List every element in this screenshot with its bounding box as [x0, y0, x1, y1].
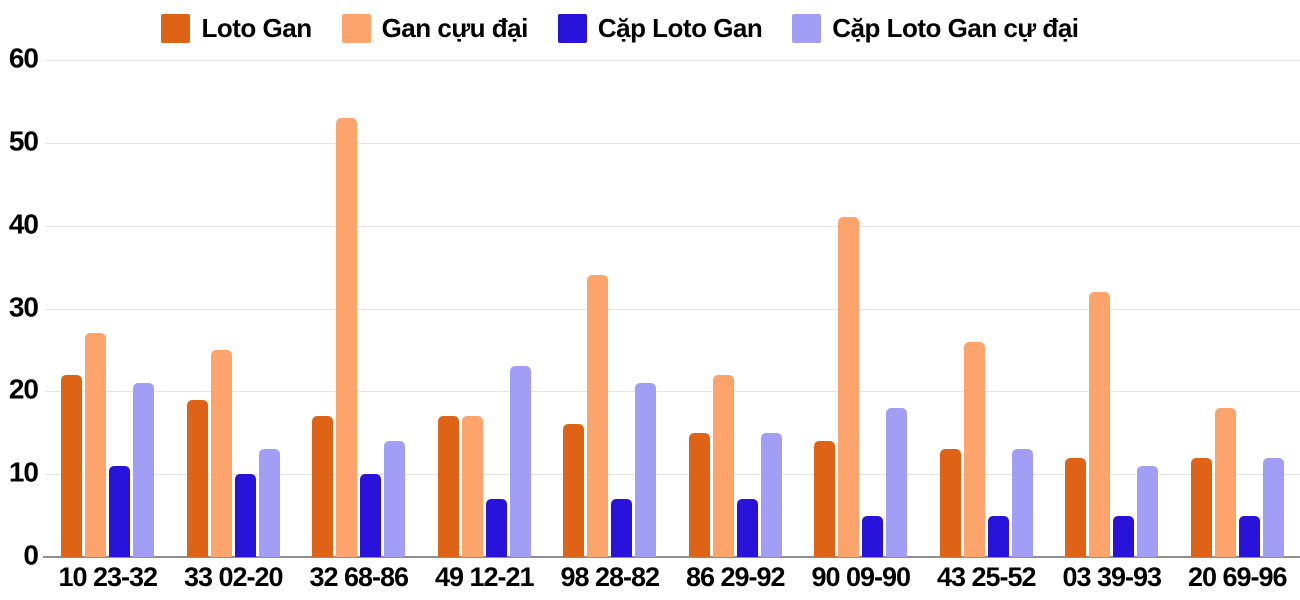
- legend-item-2[interactable]: Cặp Loto Gan: [557, 12, 763, 44]
- bar-series-3-cat-6: [886, 407, 908, 557]
- bar-series-1-cat-9: [1214, 407, 1236, 557]
- bar-series-1-cat-0: [85, 333, 107, 557]
- y-tick-label: 60: [8, 42, 39, 74]
- bar-series-3-cat-0: [133, 383, 155, 557]
- x-tick-label: 32 68-86: [309, 562, 409, 592]
- bar-series-2-cat-3: [485, 499, 507, 557]
- legend-label: Cặp Loto Gan: [597, 12, 763, 43]
- bar-series-2-cat-7: [987, 515, 1009, 557]
- legend-item-3[interactable]: Cặp Loto Gan cự đại: [792, 12, 1079, 44]
- x-tick-label: 33 02-20: [183, 562, 284, 592]
- bar-series-1-cat-6: [838, 217, 860, 557]
- x-tick-label: 10 23-32: [58, 562, 158, 592]
- bar-series-3-cat-2: [384, 441, 406, 557]
- bar-series-1-cat-4: [587, 275, 609, 557]
- bar-series-2-cat-0: [109, 465, 131, 557]
- gridline: [45, 142, 1300, 144]
- y-tick-label: 20: [8, 374, 39, 406]
- bar-series-3-cat-5: [760, 432, 782, 557]
- bar-series-0-cat-1: [186, 399, 208, 557]
- x-tick-label: 86 29-92: [685, 562, 786, 592]
- chart-legend: Loto Gan Gan cựu đại Cặp Loto Gan Cặp Loto …: [0, 9, 1240, 47]
- bar-series-3-cat-3: [509, 366, 531, 557]
- bar-series-1-cat-5: [712, 374, 734, 557]
- legend-label: Gan cựu đại: [381, 12, 529, 43]
- bar-series-3-cat-8: [1137, 465, 1159, 557]
- legend-swatch-icon: [792, 13, 822, 43]
- gridline: [45, 391, 1300, 393]
- bar-series-3-cat-4: [635, 383, 657, 557]
- bar-series-1-cat-1: [210, 349, 232, 557]
- bar-group-2: [296, 60, 422, 557]
- bar-group-1: [171, 60, 297, 557]
- bar-series-2-cat-2: [360, 474, 382, 557]
- bar-series-0-cat-4: [563, 424, 585, 557]
- bar-series-0-cat-3: [437, 416, 459, 557]
- legend-item-0[interactable]: Loto Gan: [161, 12, 312, 44]
- bar-series-0-cat-0: [61, 374, 83, 557]
- y-tick-label: 0: [23, 539, 39, 571]
- x-axis-line: [43, 556, 1300, 558]
- x-tick-label: 49 12-21: [434, 562, 535, 592]
- bar-series-3-cat-1: [258, 449, 280, 557]
- bar-series-1-cat-3: [461, 416, 483, 557]
- bar-group-9: [1175, 60, 1300, 557]
- bar-series-2-cat-6: [862, 515, 884, 557]
- bar-series-0-cat-8: [1065, 457, 1087, 557]
- bar-series-2-cat-5: [736, 499, 758, 557]
- bar-series-0-cat-9: [1190, 457, 1212, 557]
- legend-swatch-icon: [161, 13, 191, 43]
- legend-label: Loto Gan: [201, 12, 312, 43]
- bar-series-2-cat-1: [234, 474, 256, 557]
- gridline: [45, 474, 1300, 476]
- y-tick-label: 50: [8, 125, 39, 157]
- y-tick-label: 30: [8, 291, 39, 323]
- x-axis: 10 23-32 33 02-20 32 68-86 49 12-21 98 28-82…: [45, 562, 1300, 598]
- y-tick-label: 10: [8, 456, 39, 488]
- x-tick-label: 03 39-93: [1062, 562, 1162, 592]
- bar-series-1-cat-7: [963, 341, 985, 557]
- bar-group-3: [422, 60, 548, 557]
- gridline: [45, 60, 1300, 61]
- bar-group-5: [673, 60, 799, 557]
- gridline: [45, 308, 1300, 310]
- x-tick-label: 90 09-90: [811, 562, 911, 592]
- bar-series-0-cat-6: [814, 441, 836, 557]
- bar-group-0: [45, 60, 171, 557]
- bar-series-3-cat-9: [1262, 457, 1284, 557]
- bar-group-6: [798, 60, 924, 557]
- x-tick-label: 43 25-52: [936, 562, 1037, 592]
- x-tick-label: 98 28-82: [560, 562, 660, 592]
- bar-series-0-cat-2: [312, 416, 334, 557]
- legend-item-1[interactable]: Gan cựu đại: [341, 12, 529, 44]
- bar-series-2-cat-9: [1238, 515, 1260, 557]
- bar-group-4: [547, 60, 673, 557]
- bar-series-0-cat-5: [688, 432, 710, 557]
- legend-label: Cặp Loto Gan cự đại: [832, 12, 1079, 43]
- bar-series-0-cat-7: [939, 449, 961, 557]
- legend-swatch-icon: [341, 13, 371, 43]
- bar-group-7: [924, 60, 1050, 557]
- bar-group-8: [1049, 60, 1175, 557]
- plot-area: [45, 60, 1300, 557]
- bar-series-2-cat-4: [611, 499, 633, 557]
- legend-swatch-icon: [557, 13, 587, 43]
- y-tick-label: 40: [8, 208, 39, 240]
- gridline: [45, 225, 1300, 227]
- bar-series-2-cat-8: [1113, 515, 1135, 557]
- x-tick-label: 20 69-96: [1187, 562, 1288, 592]
- bar-series-3-cat-7: [1011, 449, 1033, 557]
- bar-series-1-cat-2: [336, 117, 358, 557]
- bar-series-1-cat-8: [1089, 291, 1111, 557]
